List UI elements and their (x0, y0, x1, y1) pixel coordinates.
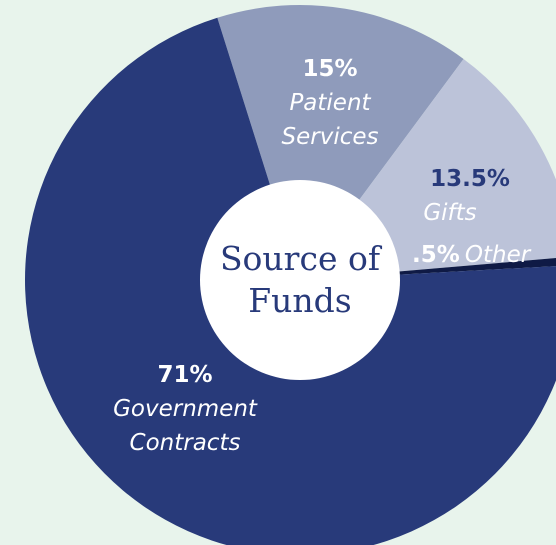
title-text: Source of Funds (219, 239, 381, 320)
value-label: 13.5% (430, 166, 510, 192)
center-hole (200, 180, 400, 380)
slice-label: 71% Government Contracts (85, 358, 285, 460)
value-label: 71% (157, 362, 213, 388)
slice-label: .5% Other (412, 238, 556, 274)
slice-label: 13.5% Gifts (400, 162, 540, 230)
value-label: .5% (412, 242, 460, 268)
category-label: Government Contracts (113, 396, 257, 456)
category-label: Other (464, 242, 531, 268)
value-label: 15% (302, 56, 358, 82)
chart-title: Source of Funds (200, 180, 400, 380)
category-label: Gifts (423, 200, 477, 226)
category-label: Patient Services (281, 90, 379, 150)
slice-label: 15% Patient Services (255, 52, 405, 154)
